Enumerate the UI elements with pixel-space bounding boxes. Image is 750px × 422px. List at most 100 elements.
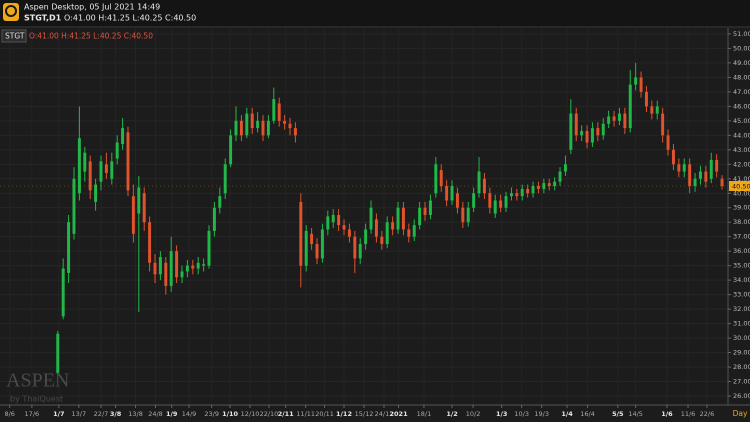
x-tick-label: 3/8 [110,410,122,418]
candle-body [353,236,357,259]
candle-body [77,138,81,194]
candle-body [585,130,589,143]
candle-body [391,222,395,230]
candle-body [288,123,292,129]
watermark-sub: by ThaiQuest [10,395,63,404]
x-tick-label: 13/8 [128,410,143,418]
candle-body [655,106,659,114]
candle-body [180,271,184,278]
symbol: STGT,D1 [24,14,62,23]
x-tick-label: 1/9 [166,410,178,418]
candle-body [94,184,98,202]
y-tick-label: 39.00 [733,204,750,212]
candle-body [569,113,573,150]
x-tick-label: 19/3 [534,410,549,418]
app-logo[interactable] [3,3,19,21]
candle-body [644,91,648,107]
candle-body [137,187,141,214]
y-tick-label: 33.00 [733,291,750,299]
candle-body [461,207,465,223]
y-tick-label: 37.00 [733,233,750,241]
candle-body [428,200,432,215]
candle-body [369,207,373,230]
candle-body [412,225,416,237]
candle-body [256,120,260,129]
candle-body [526,188,530,194]
candle-body [439,170,443,187]
candle-body [590,128,594,143]
x-tick-label: 10/3 [514,410,529,418]
candle-body [310,233,314,244]
candle-body [704,171,708,182]
y-tick-label: 42.00 [733,160,750,168]
candle-body [542,183,546,189]
x-tick-label: 8/6 [4,410,14,418]
x-tick-label: 1/7 [53,410,64,418]
ohlc-legend: O:41.00 H:41.25 L:40.25 C:40.50 [29,32,153,41]
candle-body [488,193,492,208]
candle-body [142,193,146,223]
candle-body [650,106,654,114]
candle-body [601,123,605,136]
candle-body [418,207,422,226]
candle-body [401,207,405,230]
candle-body [558,171,562,182]
y-tick-label: 31.00 [733,320,750,328]
y-tick-label: 45.00 [733,117,750,125]
title-bar [0,0,750,26]
candle-body [342,225,346,230]
candle-body [450,186,454,201]
candle-body [563,164,567,172]
candle-body [385,222,389,244]
candle-body [223,164,227,194]
candle-body [634,77,638,85]
x-tick-label: 14/5 [628,410,643,418]
candle-body [477,171,481,194]
x-tick-label: 13/7 [72,410,87,418]
candle-body [83,152,87,172]
candle-body [671,149,675,165]
period-label[interactable]: Day [733,409,748,418]
candle-body [196,262,200,269]
candle-body [693,178,697,187]
y-tick-label: 28.00 [733,363,750,371]
candle-body [67,222,71,273]
x-tick-label: 22/10 [260,410,279,418]
candle-body [185,265,189,272]
candle-body [574,113,578,136]
candle-body [207,230,211,266]
y-tick-label: 35.00 [733,262,750,270]
x-tick-label: 2/11 [278,410,294,418]
candle-body [709,159,713,179]
y-tick-label: 26.00 [733,392,750,400]
candle-body [293,128,297,136]
candle-body [623,113,627,129]
candle-body [396,207,400,230]
candle-body [164,262,168,286]
candle-body [61,268,65,317]
ohlc: O:41.00 H:41.25 L:40.25 C:40.50 [64,14,196,23]
y-tick-label: 41.00 [733,175,750,183]
candle-body [212,207,216,231]
candle-body [304,230,308,266]
x-tick-label: 1/4 [561,410,573,418]
x-tick-label: 5/5 [612,410,624,418]
symbol-tag-box [1,29,27,43]
x-tick-label: 12/10 [241,410,260,418]
x-tick-label: 11/11 [296,410,315,418]
candle-body [666,135,670,150]
x-tick-label: 1/3 [496,410,507,418]
candle-body [515,193,519,197]
candle-body [326,216,330,230]
candle-body [250,113,254,129]
candle-body [347,229,351,237]
x-tick-label: 24/8 [148,410,163,418]
x-tick-label: 16/4 [580,410,595,418]
x-tick-label: 14/9 [182,410,197,418]
candle-body [169,251,173,286]
y-tick-label: 38.00 [733,218,750,226]
candle-body [153,262,157,275]
candle-body [202,264,206,266]
candle-body [547,183,551,187]
